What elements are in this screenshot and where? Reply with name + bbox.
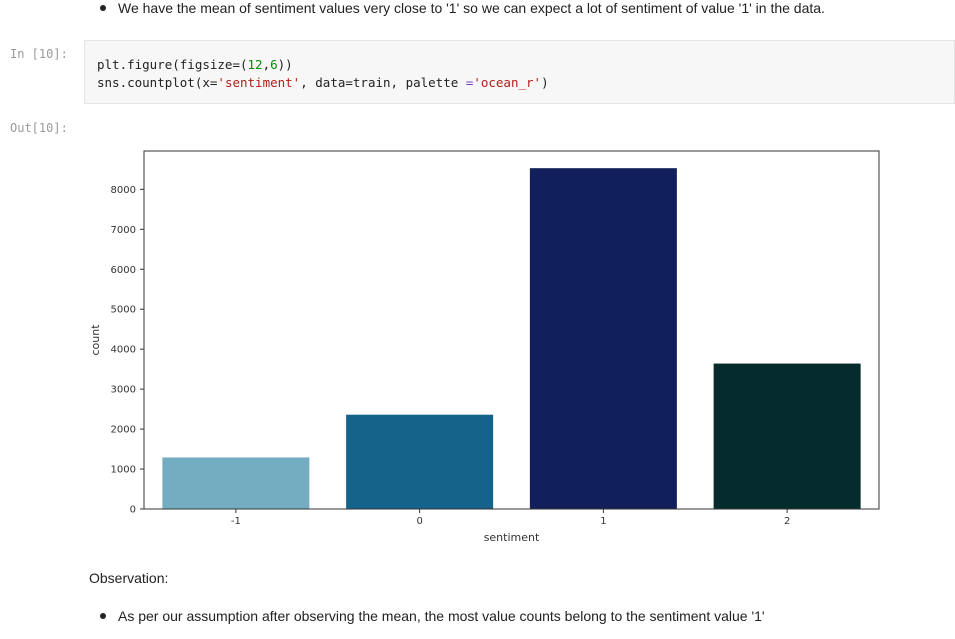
x-axis-label: sentiment	[484, 531, 540, 544]
in-prompt: In [10]:	[10, 47, 68, 61]
bar	[346, 414, 494, 509]
y-tick-label: 7000	[111, 225, 136, 236]
code-cell[interactable]: plt.figure(figsize=(12,6)) sns.countplot…	[84, 40, 955, 104]
x-tick-label: 0	[416, 516, 422, 527]
code-line-1: plt.figure(figsize=(12,6))	[97, 57, 293, 72]
top-bullet-text: We have the mean of sentiment values ver…	[118, 0, 825, 16]
y-tick-label: 5000	[111, 305, 136, 316]
bar	[529, 168, 677, 510]
y-tick-label: 1000	[111, 465, 136, 476]
y-axis-label: count	[89, 324, 102, 356]
y-tick-label: 0	[130, 505, 136, 516]
y-tick-label: 3000	[111, 385, 136, 396]
observation-heading: Observation:	[89, 570, 169, 586]
y-tick-label: 8000	[111, 185, 136, 196]
plot-frame	[143, 150, 880, 510]
observation-bullet-text: As per our assumption after observing th…	[118, 608, 765, 624]
top-bullet: We have the mean of sentiment values ver…	[100, 0, 825, 16]
y-tick-label: 2000	[111, 425, 136, 436]
bullet-dot-icon	[100, 5, 106, 11]
y-tick-label: 4000	[111, 345, 136, 356]
countplot-svg: -1 0 1 2 0 1000 2000 3000 4000 5000 6000 7000 8000 se…	[89, 150, 880, 544]
bar	[162, 457, 310, 509]
code-line-2: sns.countplot(x='sentiment', data=train,…	[97, 75, 549, 90]
x-tick-label: 1	[600, 516, 606, 527]
y-tick-label: 6000	[111, 265, 136, 276]
observation-bullet: As per our assumption after observing th…	[100, 608, 765, 624]
x-tick-label: 2	[784, 516, 790, 527]
bullet-dot-icon	[100, 613, 106, 619]
countplot-chart: -1 0 1 2 0 1000 2000 3000 4000 5000 6000 7000 8000 se…	[80, 140, 900, 565]
bar	[713, 363, 861, 509]
x-tick-label: -1	[231, 516, 241, 527]
out-prompt: Out[10]:	[10, 121, 68, 135]
